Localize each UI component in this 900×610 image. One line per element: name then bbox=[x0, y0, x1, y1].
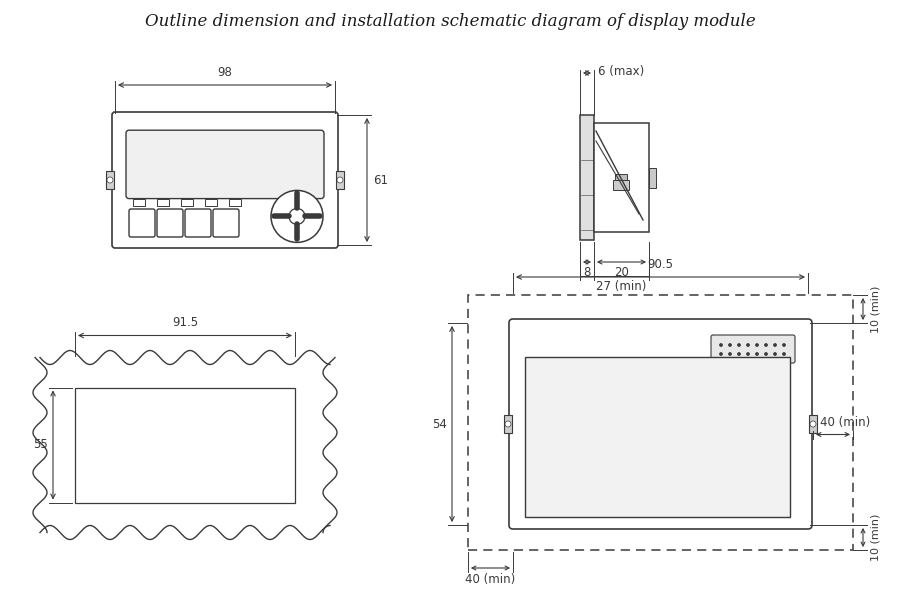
Text: 98: 98 bbox=[218, 66, 232, 79]
Circle shape bbox=[719, 343, 723, 346]
FancyBboxPatch shape bbox=[157, 209, 183, 237]
Bar bbox=[181, 199, 193, 206]
Circle shape bbox=[773, 353, 777, 356]
Circle shape bbox=[505, 421, 511, 427]
FancyBboxPatch shape bbox=[213, 209, 239, 237]
Circle shape bbox=[773, 343, 777, 346]
Bar bbox=[205, 199, 217, 206]
Text: 6 (max): 6 (max) bbox=[598, 65, 644, 77]
Circle shape bbox=[782, 343, 786, 346]
Circle shape bbox=[755, 353, 759, 356]
Text: 54: 54 bbox=[432, 417, 447, 431]
Bar bbox=[649, 168, 656, 188]
FancyBboxPatch shape bbox=[126, 130, 324, 199]
Circle shape bbox=[755, 343, 759, 346]
Text: 90.5: 90.5 bbox=[647, 258, 673, 271]
Circle shape bbox=[810, 421, 816, 427]
Circle shape bbox=[746, 343, 750, 346]
Circle shape bbox=[728, 353, 732, 356]
Bar bbox=[504, 415, 512, 433]
Text: 10 (min): 10 (min) bbox=[870, 514, 880, 561]
Circle shape bbox=[782, 353, 786, 356]
Text: 40 (min): 40 (min) bbox=[820, 416, 870, 429]
Bar bbox=[525, 357, 790, 517]
Bar bbox=[133, 199, 145, 206]
Circle shape bbox=[337, 177, 343, 183]
Text: 40 (min): 40 (min) bbox=[465, 573, 516, 586]
Bar bbox=[468, 295, 853, 550]
Circle shape bbox=[289, 209, 305, 224]
Bar bbox=[106, 171, 114, 189]
Text: 20: 20 bbox=[614, 266, 629, 279]
Circle shape bbox=[737, 353, 741, 356]
Circle shape bbox=[719, 353, 723, 356]
Bar bbox=[229, 199, 241, 206]
Text: 10 (min): 10 (min) bbox=[870, 285, 880, 332]
FancyBboxPatch shape bbox=[509, 319, 812, 529]
Circle shape bbox=[764, 343, 768, 346]
Circle shape bbox=[746, 353, 750, 356]
Text: 27 (min): 27 (min) bbox=[597, 280, 647, 293]
FancyBboxPatch shape bbox=[185, 209, 211, 237]
Bar bbox=[615, 174, 627, 180]
Text: 55: 55 bbox=[33, 439, 48, 451]
Circle shape bbox=[764, 353, 768, 356]
Bar bbox=[594, 123, 649, 232]
FancyBboxPatch shape bbox=[129, 209, 155, 237]
Text: Outline dimension and installation schematic diagram of display module: Outline dimension and installation schem… bbox=[145, 13, 755, 30]
Text: 91.5: 91.5 bbox=[172, 317, 198, 329]
Circle shape bbox=[728, 343, 732, 346]
Bar bbox=[613, 180, 629, 190]
Bar bbox=[809, 415, 817, 433]
Bar bbox=[157, 199, 169, 206]
Bar bbox=[75, 387, 295, 503]
Circle shape bbox=[737, 343, 741, 346]
Text: 61: 61 bbox=[373, 173, 388, 187]
Bar bbox=[580, 115, 594, 240]
Text: 8: 8 bbox=[583, 266, 590, 279]
Circle shape bbox=[271, 190, 323, 242]
FancyBboxPatch shape bbox=[711, 335, 795, 363]
Circle shape bbox=[107, 177, 113, 183]
Bar bbox=[336, 171, 344, 189]
FancyBboxPatch shape bbox=[112, 112, 338, 248]
